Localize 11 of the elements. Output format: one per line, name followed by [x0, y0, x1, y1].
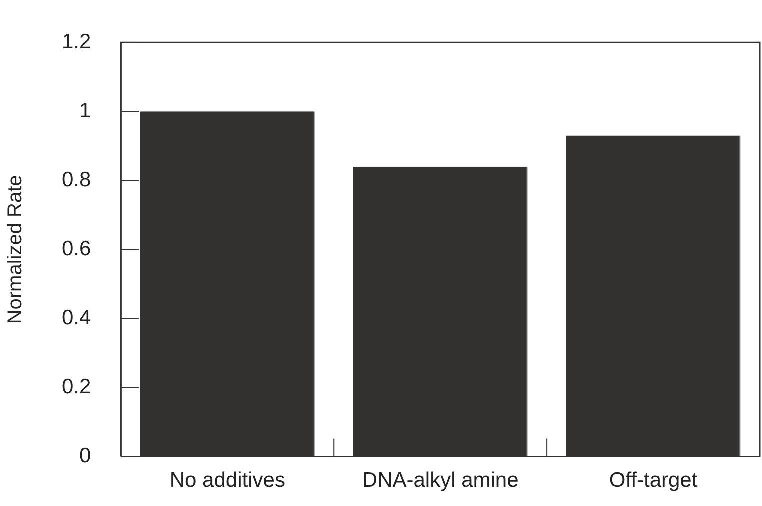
y-tick-label: 1.2	[62, 30, 92, 54]
y-tick-label: 0.2	[62, 376, 92, 399]
y-axis-title: Normalized Rate	[4, 175, 27, 324]
y-tick-label: 0.6	[62, 237, 92, 260]
x-tick-label: DNA-alkyl amine	[362, 469, 519, 492]
x-tick-label: No additives	[170, 469, 286, 492]
y-tick-label: 0.4	[62, 306, 92, 330]
y-tick-label: 1	[80, 99, 92, 122]
y-tick-label: 0.8	[62, 168, 92, 192]
y-tick-label: 0	[80, 444, 92, 468]
x-tick-label: Off-target	[609, 469, 698, 492]
